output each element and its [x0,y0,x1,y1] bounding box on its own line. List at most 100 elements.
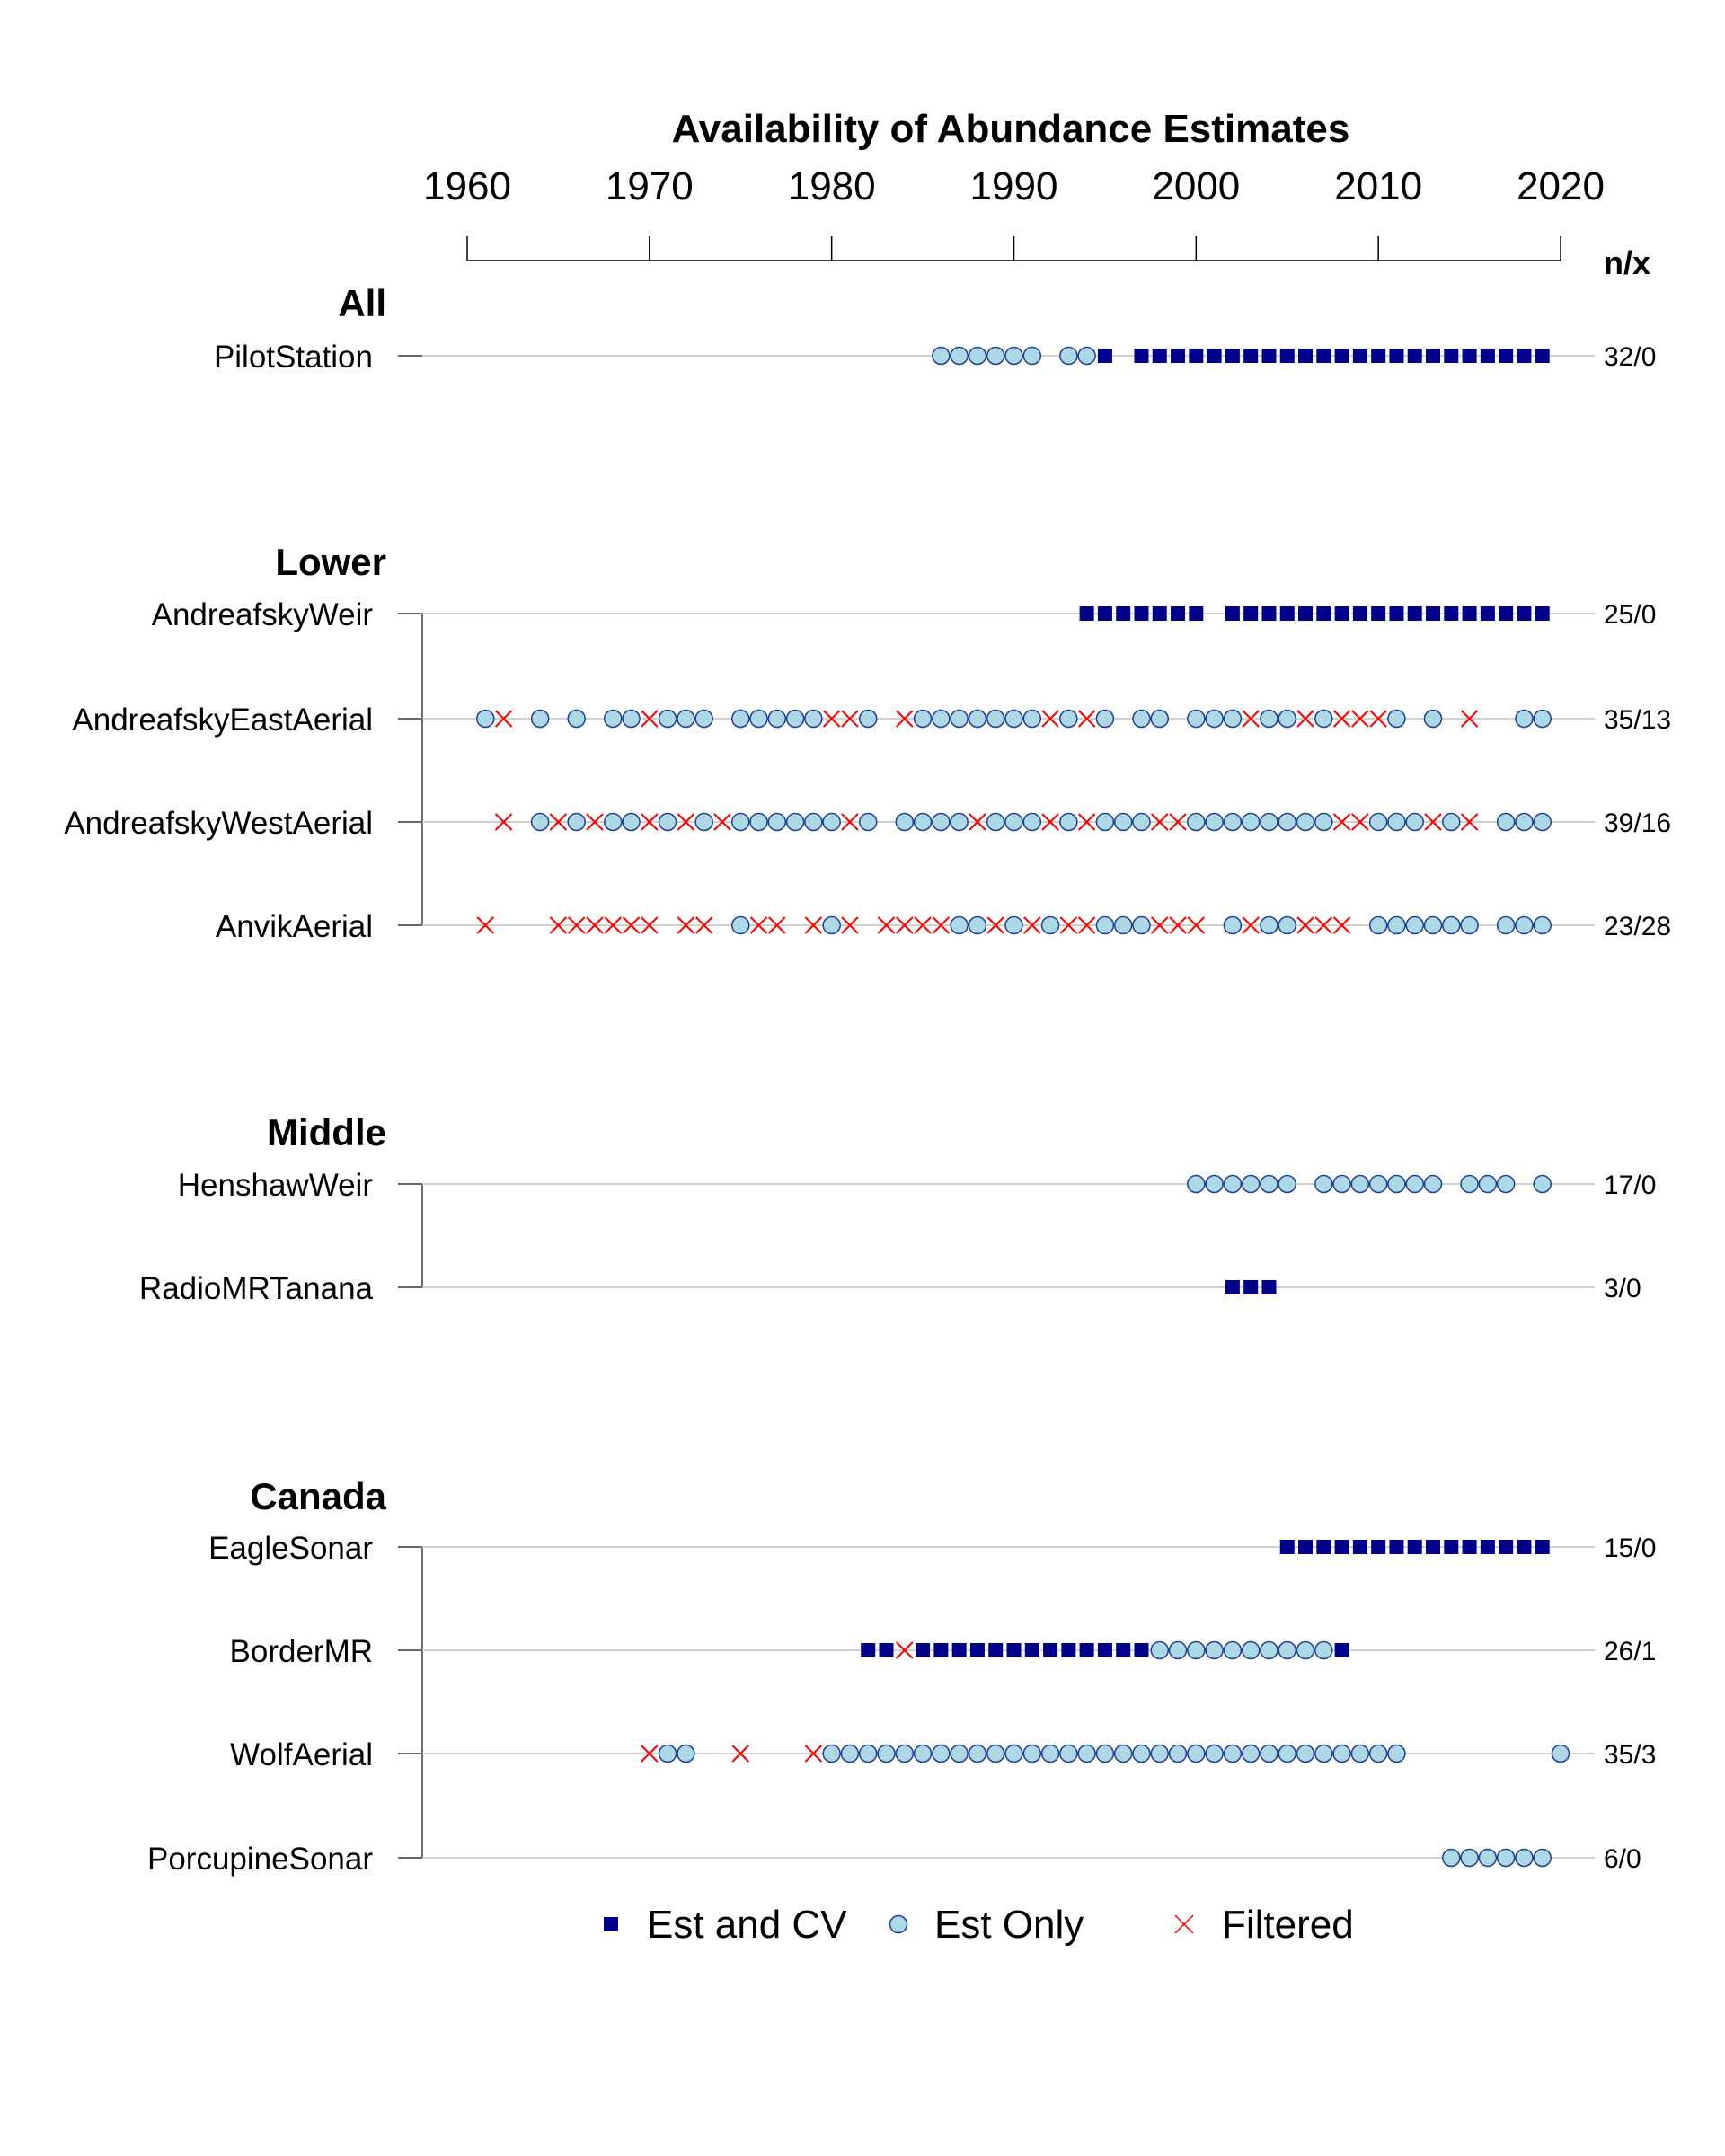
site-row: EagleSonar 15/0 [208,1531,1656,1566]
est-only-marker [1004,1744,1023,1763]
est-and-cv-marker [1334,606,1349,621]
filtered-marker [549,916,568,934]
est-only-marker [1405,812,1424,832]
est-and-cv-marker [1079,1643,1094,1657]
filtered-marker [1460,813,1479,831]
site-label: WolfAerial [230,1737,373,1772]
filtered-marker [1242,710,1260,728]
est-and-cv-marker [1207,349,1222,363]
est-only-marker [749,709,768,729]
filtered-marker [1242,916,1260,934]
est-only-marker [1278,1174,1296,1194]
filtered-marker [932,916,951,934]
est-only-marker [1205,1174,1224,1194]
est-only-marker [1150,709,1170,729]
est-only-marker [658,1744,677,1763]
est-only-marker [1368,812,1388,832]
est-and-cv-marker [1316,606,1331,621]
x-tick-label: 1970 [606,164,694,208]
est-and-cv-marker [933,1643,949,1657]
x-tick-label: 2020 [1517,164,1605,208]
site-label: AndreafskyEastAerial [72,702,373,738]
est-only-marker [1460,1174,1479,1194]
est-and-cv-marker [1352,1540,1367,1554]
est-only-marker [1368,1744,1388,1763]
est-only-marker [858,1744,878,1763]
est-only-marker [1077,346,1096,366]
est-only-marker [604,812,623,832]
est-only-marker [1423,709,1443,729]
est-only-marker [1314,1744,1333,1763]
est-only-marker [1296,1744,1315,1763]
est-only-marker [1040,1744,1060,1763]
est-and-cv-marker [1462,349,1477,363]
est-only-marker [877,1744,896,1763]
est-only-marker [1278,709,1296,729]
x-tick-label: 1960 [423,164,511,208]
est-only-marker [1533,915,1552,935]
est-only-marker [858,812,878,832]
filtered-marker [494,813,513,831]
est-only-marker [1387,1744,1406,1763]
est-only-marker [1095,812,1115,832]
est-and-cv-marker [1316,349,1331,363]
est-only-marker [950,346,969,366]
filtered-marker [1460,710,1479,728]
est-only-marker [1095,915,1115,935]
site-row: WolfAerial 35/3 [230,1737,1656,1772]
filtered-marker [896,710,914,728]
est-and-cv-marker [1097,1643,1112,1657]
est-only-marker [604,709,623,729]
est-and-cv-marker [1279,349,1295,363]
est-and-cv-marker [1426,349,1441,363]
est-only-marker [1223,1744,1243,1763]
est-and-cv-marker [1334,1643,1349,1657]
legend-label: Est and CV [647,1903,847,1947]
filtered-marker [1296,710,1314,728]
site-count: 25/0 [1604,600,1656,630]
est-and-cv-marker [988,1643,1004,1657]
est-and-cv-marker [1426,1540,1441,1554]
site-row: BorderMR 26/1 [230,1634,1657,1669]
site-row: AndreafskyWestAerial 39/16 [64,806,1671,841]
filtered-marker [1023,916,1041,934]
est-and-cv-marker [1243,1280,1259,1294]
site-label: AndreafskyWestAerial [64,806,373,841]
est-and-cv-marker [1243,606,1259,621]
est-only-marker [1278,1744,1296,1763]
est-only-marker [1405,1174,1424,1194]
site-row: AnvikAerial 23/28 [216,909,1671,944]
group-label: Middle [267,1111,386,1153]
est-and-cv-marker [1480,349,1495,363]
est-only-marker [1278,915,1296,935]
site-label: PorcupineSonar [147,1842,373,1877]
filtered-marker [1169,813,1187,831]
filtered-marker [1296,916,1314,934]
est-only-marker [1551,1744,1570,1763]
est-only-marker [567,709,586,729]
x-tick-label: 1990 [970,164,1058,208]
est-only-marker [1260,1174,1278,1194]
est-only-marker [1095,1744,1115,1763]
est-and-cv-marker [1444,1540,1459,1554]
est-and-cv-marker [1352,349,1367,363]
est-and-cv-marker [1426,606,1441,621]
est-only-marker [1478,1848,1498,1868]
est-and-cv-marker [1407,1540,1422,1554]
est-only-marker [1241,1744,1261,1763]
est-only-marker [1332,1174,1351,1194]
est-and-cv-marker [1535,1540,1550,1554]
est-only-marker [1241,1640,1261,1660]
est-only-marker [658,812,677,832]
est-only-marker [1314,709,1333,729]
est-only-marker [1423,915,1443,935]
est-only-marker [1223,915,1243,935]
est-only-marker [950,812,969,832]
filtered-marker [1332,916,1351,934]
est-and-cv-marker [916,1643,931,1657]
est-only-marker [1077,1744,1096,1763]
est-and-cv-marker [1517,349,1532,363]
est-only-marker [840,1744,860,1763]
filtered-marker [677,916,695,934]
filtered-marker [731,1745,749,1763]
